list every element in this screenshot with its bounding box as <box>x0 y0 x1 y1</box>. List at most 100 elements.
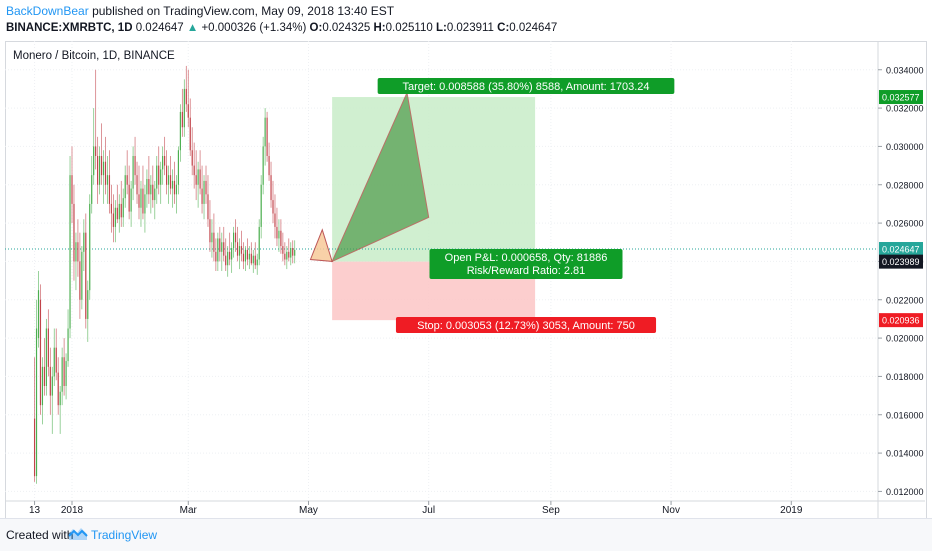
candle-body <box>120 203 122 218</box>
created-with-text: Created with <box>6 528 74 542</box>
y-tick-label: 0.022000 <box>886 295 924 305</box>
candle-body <box>183 88 185 128</box>
candle-body <box>69 175 71 329</box>
candle-body <box>110 203 113 214</box>
candle-body <box>164 156 166 166</box>
harmonic-pattern <box>309 91 430 263</box>
pnl-label: Open P&L: 0.000658, Qty: 81886 <box>445 252 608 264</box>
candle-body <box>61 357 63 392</box>
candle-body <box>215 251 217 262</box>
candle-body <box>162 156 164 170</box>
last-price: 0.024647 <box>135 22 184 34</box>
candle-body <box>160 169 162 185</box>
candle-body <box>122 198 124 218</box>
author-link[interactable]: BackDownBear <box>6 4 89 18</box>
candle-body <box>209 219 211 243</box>
candle-body <box>280 230 282 247</box>
tradingview-brand[interactable]: TradingView <box>91 528 158 542</box>
tradingview-logo-icon[interactable] <box>68 527 88 546</box>
candle-body <box>171 180 174 189</box>
candle-body <box>173 180 176 195</box>
candle-body <box>57 372 59 406</box>
candle-body <box>166 165 168 185</box>
candle-body <box>41 366 44 406</box>
price-badge-stop <box>879 313 923 328</box>
candle-body <box>136 175 138 195</box>
candle-body <box>35 328 38 477</box>
target-label-box <box>377 78 675 94</box>
footer-bar: Created with TradingView <box>0 518 932 551</box>
candle-body <box>193 165 195 176</box>
candle-body <box>95 146 97 156</box>
x-tick-label: 13 <box>29 505 41 516</box>
high-value: 0.025110 <box>385 22 433 34</box>
candle-body <box>63 357 65 386</box>
candle-body <box>191 150 193 166</box>
close-value: 0.024647 <box>509 22 558 34</box>
price-badge-label: 0.024647 <box>882 245 920 255</box>
candle-body <box>85 232 87 319</box>
candle-body <box>201 188 203 204</box>
candle-body <box>114 207 116 227</box>
candle-body <box>102 161 105 176</box>
candle-body <box>268 156 270 176</box>
candle-body <box>167 175 170 185</box>
candle-body <box>246 249 248 260</box>
candle-body <box>262 146 264 185</box>
candle-body <box>225 255 227 266</box>
candle-body <box>65 361 67 386</box>
open-value: 0.024325 <box>322 22 371 34</box>
candle-body <box>276 226 278 239</box>
candle-body <box>37 290 40 339</box>
candle-body <box>71 175 73 204</box>
stop-label: Stop: 0.003053 (12.73%) 3053, Amount: 75… <box>417 320 635 332</box>
candle-body <box>286 251 288 260</box>
candle-body <box>97 156 99 185</box>
price-badge-last <box>879 242 923 257</box>
y-tick-label: 0.026000 <box>886 219 924 229</box>
candle-body <box>238 246 241 256</box>
candle-body <box>242 253 245 262</box>
up-arrow-icon: ▲ <box>186 22 199 34</box>
low-label: L: <box>435 22 447 34</box>
candle-body <box>199 169 201 189</box>
candle-body <box>244 249 247 262</box>
candle-body <box>207 194 209 220</box>
price-badge-neutral <box>879 254 923 269</box>
candle-body <box>169 175 172 189</box>
candle-body <box>179 111 181 151</box>
high-label: H: <box>373 22 386 34</box>
chart-title: Monero / Bitcoin, 1D, BINANCE <box>13 50 175 62</box>
published-text: published on TradingView.com, May 09, 20… <box>92 4 395 18</box>
candle-body <box>39 299 42 406</box>
candle-body <box>185 88 187 105</box>
close-label: C: <box>497 22 510 34</box>
y-tick-label: 0.018000 <box>886 372 924 382</box>
candle-body <box>258 226 260 260</box>
rr-label: Risk/Reward Ratio: 2.81 <box>467 265 586 277</box>
candle-body <box>234 232 237 243</box>
price-chart[interactable]: Target: 0.008588 (35.80%) 8588, Amount: … <box>5 41 925 518</box>
candle-body <box>130 188 132 212</box>
candle-body <box>138 194 140 208</box>
candle-body <box>43 366 46 386</box>
y-tick-label: 0.032000 <box>886 104 924 114</box>
candle-body <box>116 207 118 220</box>
candle-body <box>236 242 239 256</box>
symbol-label: BINANCE:XMRBTC, 1D <box>6 22 133 34</box>
candle-body <box>79 261 81 300</box>
candle-body <box>154 188 156 201</box>
candle-body <box>177 150 180 185</box>
y-tick-label: 0.028000 <box>886 180 924 190</box>
candle-body <box>99 156 101 185</box>
candle-body <box>124 175 126 199</box>
y-tick-label: 0.030000 <box>886 142 924 152</box>
y-tick-label: 0.020000 <box>886 334 924 344</box>
candle-body <box>156 165 158 189</box>
open-label: O: <box>309 22 323 34</box>
candle-body <box>45 328 47 386</box>
candle-body <box>158 165 160 185</box>
candle-body <box>229 251 231 260</box>
price-change: +0.000326 (+1.34%) <box>201 22 307 34</box>
candle-body <box>59 391 61 406</box>
